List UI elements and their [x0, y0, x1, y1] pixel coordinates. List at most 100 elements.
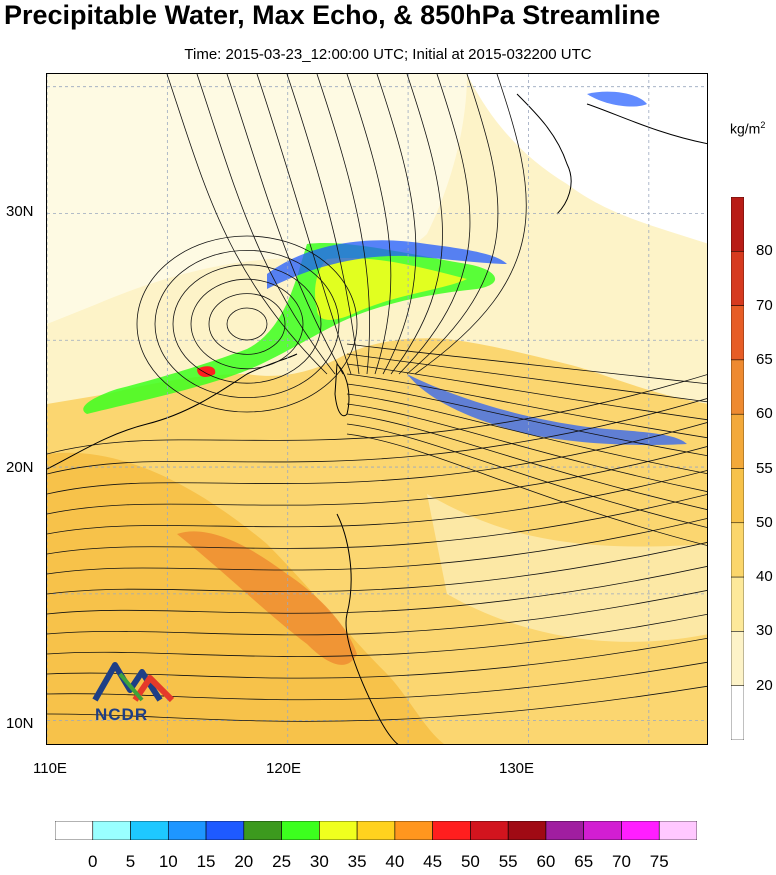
- pw-colorbar-label: 55: [756, 459, 773, 477]
- chart-subtitle: Time: 2015-03-23_12:00:00 UTC; Initial a…: [184, 46, 592, 63]
- streamline: [346, 393, 707, 475]
- echo-colorbar-label: 25: [272, 852, 292, 871]
- echo-colorbar-swatch: [545, 821, 585, 840]
- pw-colorbar-label: 30: [756, 622, 773, 640]
- echo-colorbar-swatch: [658, 821, 697, 840]
- streamline: [154, 250, 340, 398]
- streamline: [47, 661, 707, 701]
- coastline-japan: [586, 103, 707, 145]
- streamline: [47, 518, 707, 575]
- coastline-china: [47, 353, 298, 470]
- echo-colorbar-label: 55: [498, 852, 518, 871]
- streamline: [47, 542, 707, 595]
- echo-colorbar-swatch: [243, 821, 282, 840]
- echo-colorbar-swatch: [356, 821, 396, 840]
- echo-colorbar-label: 10: [158, 852, 178, 871]
- echo-colorbar-swatch: [167, 821, 207, 840]
- pw-low: [47, 74, 467, 324]
- latlon-grid: [47, 74, 707, 744]
- echo-colorbar-label: 20: [234, 852, 254, 871]
- echo-colorbar-label: 40: [385, 852, 405, 871]
- lon-label-120e: 120E: [266, 760, 302, 777]
- echo-colorbar-label: 50: [460, 852, 480, 871]
- streamline: [196, 74, 336, 375]
- streamline: [376, 74, 417, 375]
- streamline: [398, 74, 471, 375]
- streamline: [346, 353, 707, 403]
- echo-colorbar-swatch: [470, 821, 509, 840]
- streamline: [346, 423, 707, 528]
- streamline: [226, 74, 344, 375]
- lat-label-20n: 20N: [6, 459, 34, 476]
- streamlines: [47, 74, 707, 722]
- echo-colorbar-swatch: [621, 821, 660, 840]
- lon-label-110e: 110E: [33, 760, 67, 777]
- echo-colorbar-swatch: [432, 821, 471, 840]
- streamline: [47, 566, 707, 615]
- streamline: [172, 264, 322, 384]
- echo-colorbar-swatch: [281, 821, 320, 840]
- pw-band-east: [427, 494, 707, 642]
- streamline: [390, 74, 443, 375]
- streamline: [47, 613, 707, 657]
- pw-dry-2: [497, 74, 707, 194]
- pw-very-high: [177, 531, 357, 665]
- streamline: [190, 278, 304, 370]
- ncdr-logo: [90, 660, 190, 730]
- pw-colorbar-swatch: [731, 685, 744, 740]
- streamline: [47, 422, 707, 495]
- echo-colorbar-label: 0: [88, 852, 98, 871]
- streamline: [346, 383, 707, 457]
- lat-label-10n: 10N: [6, 715, 34, 732]
- coastline-philippines: [336, 513, 399, 744]
- pw-colorbar-swatch: [731, 251, 744, 306]
- echo-colorbar-label: 65: [574, 852, 594, 871]
- echo-colorbar-label: 45: [423, 852, 443, 871]
- coastline-ryukyu: [516, 93, 572, 215]
- ncdr-logo-text: NCDR: [95, 705, 149, 724]
- pw-colorbar-swatch: [731, 413, 744, 469]
- pw-colorbar-label: 20: [756, 676, 773, 694]
- streamline: [346, 373, 707, 439]
- echo-north: [587, 91, 647, 107]
- streamline: [286, 74, 360, 375]
- pw-colorbar-label: 70: [756, 296, 773, 314]
- pw-colorbar-label: 50: [756, 513, 773, 531]
- map-canvas: [47, 74, 707, 744]
- pw-colorbar-swatch: [731, 522, 744, 578]
- streamline: [226, 307, 268, 341]
- streamline: [47, 685, 707, 722]
- lon-label-130e: 130E: [499, 760, 535, 777]
- streamline: [316, 74, 370, 375]
- coastline-taiwan: [334, 362, 350, 417]
- pw-colorbar-swatch: [731, 631, 744, 686]
- streamline: [47, 374, 707, 455]
- pw-colorbar-label: 40: [756, 568, 773, 586]
- pw-colorbar-label: 60: [756, 405, 773, 423]
- pw-colorbar-swatch: [731, 468, 744, 524]
- echo-colorbar-swatch: [319, 821, 358, 840]
- pw-colorbar-label: 65: [756, 350, 773, 368]
- echo-band-yellow: [315, 258, 467, 320]
- echo-colorbar-swatch: [394, 821, 433, 840]
- streamline: [346, 363, 707, 421]
- lat-label-30n: 30N: [6, 203, 34, 220]
- echo-colorbar-label: 60: [536, 852, 556, 871]
- streamline: [47, 446, 707, 515]
- streamline: [346, 403, 707, 492]
- streamline: [256, 74, 352, 375]
- echo-colorbar-label: 75: [649, 852, 669, 871]
- echo-colorbar-label: 30: [309, 852, 329, 871]
- map-panel: [46, 73, 708, 745]
- streamline: [47, 398, 707, 475]
- echo-colorbar-swatch: [205, 821, 245, 840]
- streamline: [208, 293, 286, 355]
- echo-colorbar-label: 15: [196, 852, 216, 871]
- echo-colorbar-swatch: [92, 821, 131, 840]
- pw-colorbar-swatch: [731, 576, 744, 632]
- echo-colorbar-swatch: [55, 821, 94, 840]
- streamline: [47, 589, 707, 636]
- echo-colorbar-swatch: [507, 821, 547, 840]
- streamline: [414, 74, 527, 375]
- streamline: [346, 343, 707, 385]
